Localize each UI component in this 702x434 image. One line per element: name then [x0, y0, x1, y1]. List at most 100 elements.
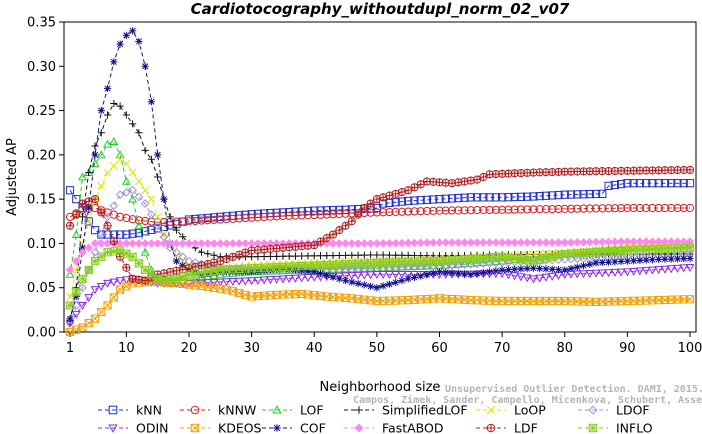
data-point	[84, 217, 93, 226]
data-point	[341, 272, 351, 281]
data-point	[141, 186, 150, 195]
data-point	[667, 255, 675, 263]
data-point	[466, 193, 475, 202]
data-point	[85, 204, 93, 212]
legend-label: LDOF	[616, 403, 650, 418]
data-point	[529, 264, 538, 272]
data-point	[429, 206, 438, 215]
data-point	[90, 226, 100, 235]
data-point	[303, 211, 313, 220]
data-point	[397, 187, 407, 197]
data-point	[122, 230, 131, 239]
data-point	[154, 151, 162, 159]
data-point	[673, 203, 682, 213]
data-point	[341, 277, 350, 285]
data-point	[409, 271, 419, 280]
data-point	[679, 203, 688, 213]
data-point	[241, 239, 250, 248]
data-point	[110, 99, 118, 108]
data-point	[410, 207, 419, 216]
data-point	[72, 292, 80, 301]
data-point	[655, 255, 663, 263]
data-point	[654, 179, 663, 188]
data-point	[391, 207, 400, 216]
y-tick-label: 0.35	[27, 16, 56, 31]
data-point	[153, 218, 162, 227]
data-point	[116, 40, 124, 48]
data-point	[435, 206, 444, 215]
data-point	[159, 230, 168, 239]
data-point	[222, 239, 231, 248]
data-point	[341, 239, 350, 248]
data-point	[109, 161, 118, 170]
data-point	[679, 179, 688, 188]
data-point	[228, 278, 238, 287]
data-point	[560, 238, 570, 247]
data-point	[209, 271, 219, 280]
data-point	[78, 283, 87, 293]
data-point	[135, 129, 143, 137]
data-point	[360, 203, 369, 213]
data-point	[197, 273, 206, 282]
data-point	[423, 271, 431, 279]
data-point	[497, 238, 507, 247]
data-point	[134, 239, 144, 248]
data-point	[460, 206, 469, 215]
data-point	[323, 271, 331, 279]
data-point	[266, 212, 275, 221]
data-point	[254, 253, 262, 261]
data-point	[410, 238, 419, 248]
data-point	[460, 270, 469, 278]
data-point	[135, 37, 143, 46]
legend-label: ODIN	[136, 421, 169, 434]
data-point	[472, 238, 482, 247]
data-point	[316, 252, 325, 260]
data-point	[115, 277, 125, 286]
data-point	[91, 151, 99, 159]
data-point	[498, 266, 506, 274]
data-point	[103, 139, 113, 148]
x-axis-label: Neighborhood size	[320, 380, 441, 395]
data-point	[466, 206, 475, 215]
data-point	[372, 239, 382, 248]
data-point	[172, 257, 181, 265]
data-point	[260, 212, 269, 222]
data-point	[360, 281, 368, 289]
legend-item-odin: ODIN	[98, 421, 169, 434]
data-point	[397, 271, 407, 280]
data-point	[410, 273, 419, 282]
data-point	[103, 84, 112, 93]
data-point	[128, 185, 137, 195]
data-point	[392, 251, 400, 259]
data-point	[579, 270, 588, 279]
data-point	[567, 264, 575, 273]
data-point	[153, 224, 162, 233]
data-point	[154, 173, 162, 181]
data-point	[529, 192, 538, 201]
data-point	[166, 221, 175, 230]
data-point	[366, 271, 376, 280]
data-point	[522, 274, 532, 283]
data-point	[391, 198, 400, 207]
data-point	[209, 215, 219, 224]
data-point	[278, 211, 288, 221]
data-point	[385, 251, 393, 259]
data-point	[190, 274, 200, 283]
data-point	[72, 288, 81, 297]
data-point	[485, 193, 494, 202]
legend-label: LOF	[300, 403, 324, 418]
data-point	[535, 255, 544, 264]
data-point	[504, 266, 512, 274]
data-point	[660, 179, 670, 188]
data-point	[316, 206, 325, 215]
data-point	[491, 238, 501, 247]
data-point	[617, 179, 626, 189]
data-point	[660, 265, 670, 274]
data-point	[147, 270, 156, 279]
data-point	[510, 238, 519, 247]
data-point	[360, 251, 368, 259]
data-point	[416, 238, 426, 248]
data-point	[579, 190, 588, 199]
data-point	[110, 58, 118, 66]
data-point	[204, 250, 212, 258]
